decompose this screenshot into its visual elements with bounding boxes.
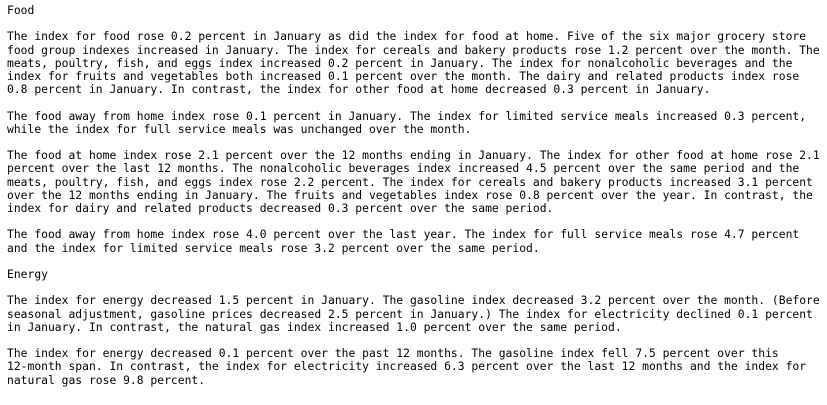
paragraph-food-away-from-home-monthly: The food away from home index rose 0.1 p… <box>7 108 807 136</box>
paragraph-food-away-from-home-12-month: The food away from home index rose 4.0 p… <box>7 227 800 255</box>
paragraph-food-at-home-12-month: The food at home index rose 2.1 percent … <box>7 148 820 215</box>
paragraph-energy-12-month: The index for energy decreased 0.1 perce… <box>7 346 807 387</box>
paragraph-food-monthly: The index for food rose 0.2 percent in J… <box>7 29 820 97</box>
section-heading-food: Food <box>7 3 35 17</box>
paragraph-energy-monthly: The index for energy decreased 1.5 perce… <box>7 293 820 334</box>
section-heading-energy: Energy <box>7 266 48 281</box>
